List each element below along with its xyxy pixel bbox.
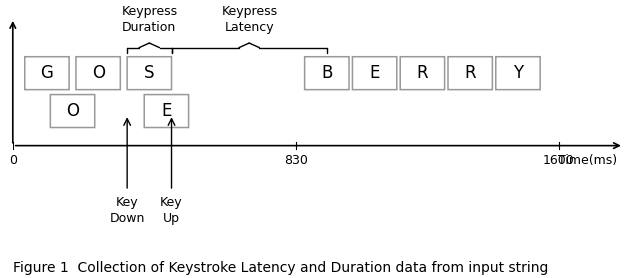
Text: 1600: 1600 (543, 154, 575, 167)
Text: R: R (465, 64, 476, 82)
Text: S: S (144, 64, 155, 82)
Text: Keypress
Duration: Keypress Duration (121, 6, 177, 34)
Text: Y: Y (513, 64, 523, 82)
FancyBboxPatch shape (144, 95, 189, 128)
Text: 830: 830 (284, 154, 308, 167)
FancyBboxPatch shape (400, 57, 445, 90)
Text: O: O (92, 64, 104, 82)
FancyBboxPatch shape (496, 57, 540, 90)
FancyBboxPatch shape (305, 57, 349, 90)
Text: 0: 0 (9, 154, 17, 167)
FancyBboxPatch shape (353, 57, 397, 90)
Text: Keypress
Latency: Keypress Latency (221, 6, 277, 34)
Text: G: G (40, 64, 53, 82)
Text: R: R (417, 64, 428, 82)
FancyBboxPatch shape (76, 57, 120, 90)
FancyBboxPatch shape (127, 57, 172, 90)
Text: Time(ms): Time(ms) (558, 154, 617, 167)
Text: E: E (369, 64, 380, 82)
FancyBboxPatch shape (448, 57, 492, 90)
Text: E: E (161, 102, 172, 120)
Text: Figure 1  Collection of Keystroke Latency and Duration data from input string: Figure 1 Collection of Keystroke Latency… (13, 261, 548, 275)
FancyBboxPatch shape (51, 95, 95, 128)
Text: B: B (321, 64, 333, 82)
FancyBboxPatch shape (25, 57, 69, 90)
Text: Key
Down: Key Down (109, 196, 145, 225)
Text: O: O (66, 102, 79, 120)
Text: Key
Up: Key Up (160, 196, 183, 225)
